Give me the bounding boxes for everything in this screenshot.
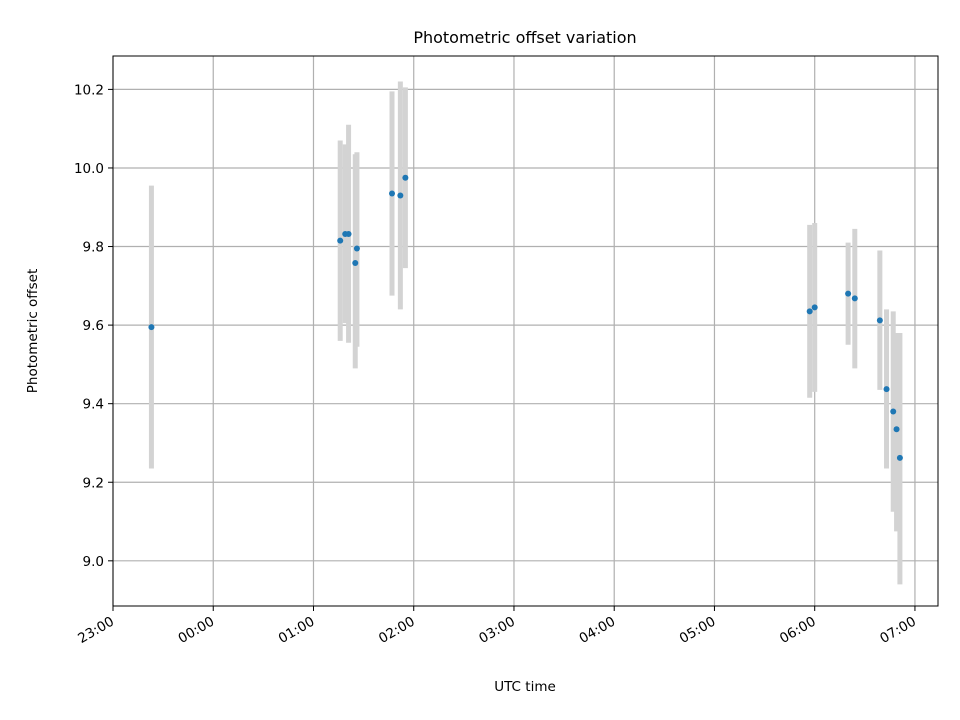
data-point	[845, 290, 852, 297]
data-point	[352, 260, 359, 267]
data-point	[389, 190, 396, 197]
data-point	[806, 308, 813, 315]
data-point	[397, 192, 404, 199]
y-tick-label: 10.0	[74, 161, 104, 177]
data-point	[890, 408, 897, 415]
y-tick-label: 9.0	[83, 554, 104, 570]
y-tick-label: 9.6	[83, 318, 104, 334]
data-point	[148, 324, 155, 331]
chart-title: Photometric offset variation	[413, 28, 636, 47]
data-point	[883, 386, 890, 393]
y-tick-label: 10.2	[74, 82, 104, 98]
y-axis-ticks: 9.0 9.2 9.4 9.6 9.8 10.0 10.2	[74, 82, 113, 570]
data-point	[345, 230, 352, 237]
y-tick-label: 9.2	[83, 475, 104, 491]
data-point	[402, 174, 409, 181]
data-point	[876, 317, 883, 324]
y-axis-label: Photometric offset	[25, 269, 41, 393]
grid-lines	[112, 56, 938, 606]
data-point	[353, 245, 360, 252]
y-tick-label: 9.4	[83, 397, 104, 413]
x-axis-label: UTC time	[494, 679, 556, 695]
y-tick-label: 9.8	[83, 240, 104, 256]
data-point	[893, 426, 900, 433]
data-point	[896, 454, 903, 461]
data-point	[811, 304, 818, 311]
data-point	[851, 295, 858, 302]
data-point	[337, 237, 344, 244]
data-points	[148, 174, 903, 461]
plot-frame	[112, 55, 939, 607]
